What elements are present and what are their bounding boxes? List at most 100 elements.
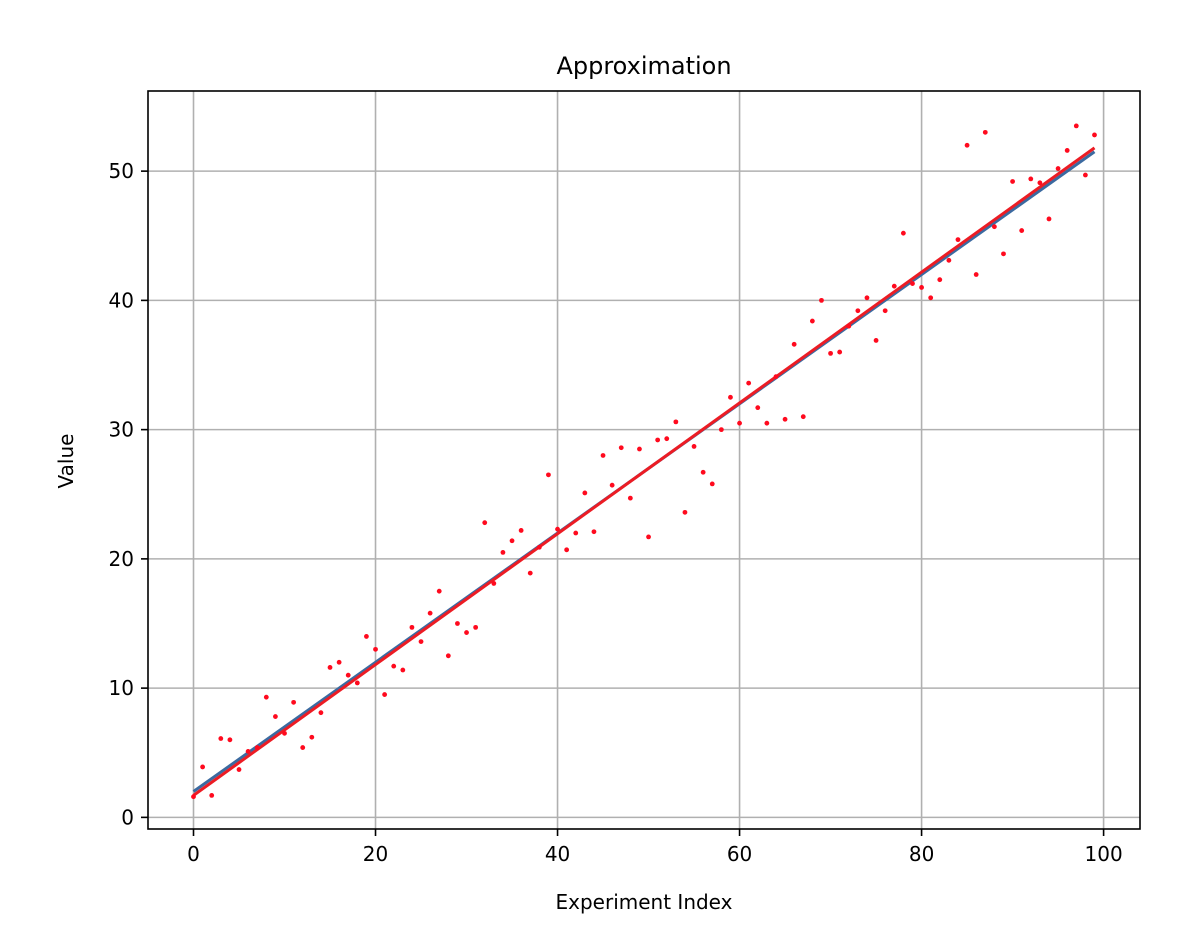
data-point — [973, 272, 979, 277]
data-point — [263, 694, 269, 700]
data-point — [855, 308, 861, 314]
grid — [148, 91, 1140, 829]
data-point — [737, 420, 742, 426]
data-point — [382, 692, 388, 697]
y-tick-label: 0 — [121, 805, 134, 829]
data-point — [1019, 228, 1025, 233]
data-point — [482, 520, 488, 526]
data-point — [582, 490, 588, 496]
data-point — [254, 745, 260, 750]
data-point — [409, 624, 415, 630]
data-point — [873, 338, 879, 343]
y-tick-label: 50 — [109, 159, 134, 183]
data-point — [1028, 176, 1034, 182]
data-point — [591, 529, 597, 535]
data-point — [327, 665, 333, 670]
data-point — [400, 667, 406, 673]
data-point — [427, 610, 433, 616]
data-point — [764, 420, 770, 426]
data-point — [546, 472, 551, 478]
data-point — [1001, 251, 1006, 257]
data-point — [655, 437, 661, 443]
data-point — [700, 469, 706, 475]
data-point — [800, 414, 806, 420]
data-point — [191, 794, 196, 800]
y-axis-label: Value — [54, 434, 78, 489]
data-point — [637, 446, 642, 452]
data-point — [691, 444, 697, 449]
data-point — [1092, 132, 1097, 138]
data-point — [291, 699, 297, 705]
y-tick-label: 20 — [109, 547, 134, 571]
data-point — [919, 285, 924, 290]
data-point — [627, 495, 633, 501]
data-point — [209, 792, 215, 798]
data-point — [364, 634, 369, 639]
data-point — [300, 745, 306, 750]
data-point — [527, 570, 533, 576]
data-point — [464, 630, 469, 635]
data-point — [709, 481, 715, 487]
data-point — [964, 142, 970, 148]
data-point — [609, 482, 615, 488]
data-point — [837, 349, 843, 355]
data-point — [910, 281, 915, 286]
data-point — [1046, 216, 1052, 222]
data-point — [227, 737, 233, 743]
y-tick-label: 10 — [109, 676, 134, 700]
data-point — [536, 544, 542, 550]
data-point — [618, 445, 624, 451]
data-point — [282, 730, 287, 736]
x-tick-label: 80 — [909, 842, 934, 866]
data-point — [1010, 179, 1015, 184]
data-point — [218, 736, 224, 741]
data-point — [819, 297, 824, 303]
x-tick-label: 0 — [187, 842, 200, 866]
data-point — [236, 767, 242, 772]
data-point — [955, 237, 961, 243]
data-point — [500, 550, 506, 555]
data-point — [664, 436, 670, 442]
data-point — [791, 341, 797, 347]
data-point — [200, 764, 206, 770]
data-point — [318, 710, 324, 716]
data-point — [509, 538, 515, 544]
data-point — [846, 323, 852, 329]
data-point — [309, 734, 315, 740]
data-point — [245, 749, 251, 754]
data-point — [773, 374, 779, 380]
data-point — [336, 659, 342, 665]
data-point — [273, 714, 278, 719]
data-point — [728, 394, 733, 400]
data-point — [982, 129, 988, 135]
data-series — [191, 123, 1097, 800]
x-axis-label: Experiment Index — [556, 890, 733, 914]
data-point — [564, 547, 570, 553]
axis-ticks: 0 20 40 60 80 100 0 10 20 30 40 50 — [109, 159, 1123, 866]
x-tick-label: 20 — [363, 842, 388, 866]
plot-frame — [147, 90, 1141, 830]
data-point — [718, 427, 724, 433]
data-point — [809, 318, 815, 324]
data-point — [473, 624, 479, 630]
data-point — [1037, 180, 1043, 186]
data-point — [991, 224, 997, 230]
fit-line-red — [192, 146, 1096, 797]
x-tick-label: 40 — [545, 842, 570, 866]
data-point — [673, 419, 679, 425]
data-point — [1082, 172, 1088, 178]
data-point — [828, 350, 833, 356]
y-tick-label: 40 — [109, 288, 134, 312]
data-point — [646, 534, 651, 540]
data-point — [937, 277, 943, 283]
x-tick-label: 100 — [1085, 842, 1123, 866]
data-point — [928, 295, 934, 301]
data-point — [573, 530, 579, 536]
data-point — [946, 257, 952, 263]
data-point — [882, 308, 888, 314]
data-point — [391, 663, 397, 669]
data-point — [354, 680, 360, 686]
data-point — [491, 581, 497, 586]
data-point — [1073, 123, 1079, 129]
